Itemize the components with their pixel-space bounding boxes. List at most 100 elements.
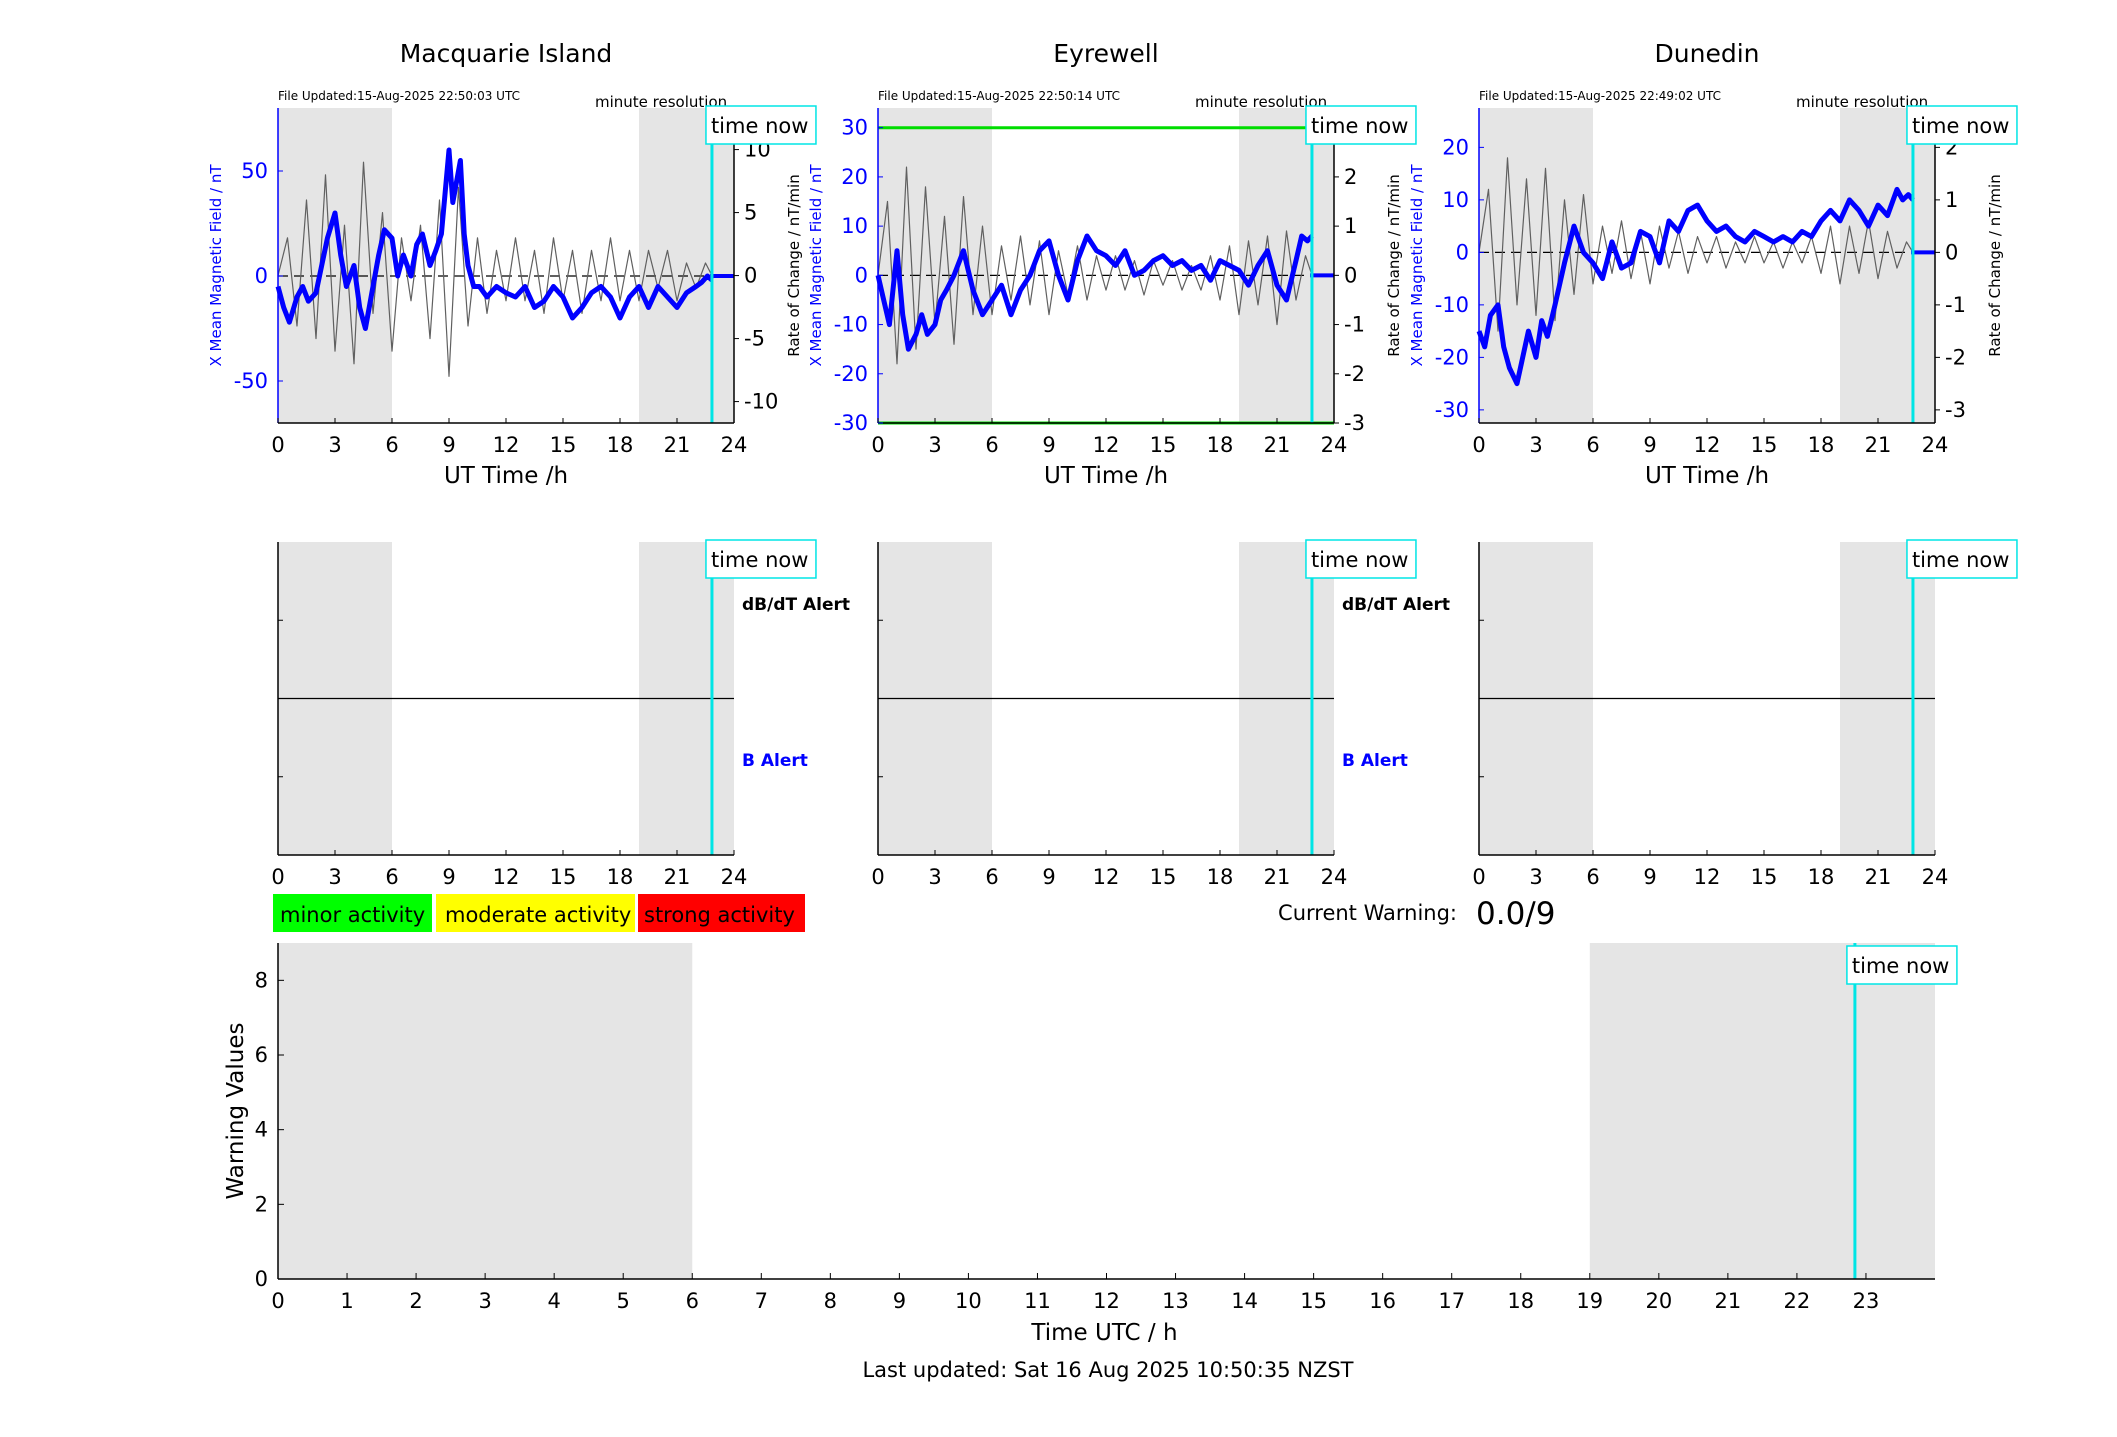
x-tick-label: 21 — [1865, 865, 1892, 889]
x-mean-field-series — [1476, 186, 1915, 387]
y-left-tick-label: -10 — [1435, 293, 1469, 317]
x-mean-field-series-point — [346, 286, 348, 288]
x-mean-field-series-point — [452, 202, 454, 204]
x-mean-field-series-point — [1191, 270, 1193, 272]
panel-dunedin: 0 3 6 9 12 15 18 21 24-30-20-1001020-3-2-1012Dun… — [1408, 39, 2018, 489]
y-right-tick-label: -3 — [1945, 398, 1966, 422]
x-tick-label: 21 — [1264, 865, 1291, 889]
x-mean-field-series-point — [391, 237, 393, 239]
x-mean-field-series-point — [416, 244, 418, 246]
shaded-night — [1840, 108, 1935, 423]
rate-of-change-series-point — [1592, 283, 1594, 285]
rate-of-change-series-point — [410, 300, 412, 302]
rate-of-change-series-point — [1058, 250, 1060, 252]
rate-of-change-series-point — [1877, 278, 1879, 280]
rate-of-change-series-point — [1849, 225, 1851, 227]
rate-of-change-series-point — [1020, 235, 1022, 237]
rate-of-change-series-point — [1305, 255, 1307, 257]
rate-of-change-series-point — [372, 313, 374, 315]
rate-of-change-series-point — [686, 262, 688, 264]
rate-of-change-series-point — [1516, 304, 1518, 306]
x-mean-field-series-point — [1048, 240, 1050, 242]
y-left-tick-label: -50 — [234, 369, 268, 393]
x-mean-field-series — [875, 233, 1314, 352]
rate-of-change-series-point — [1162, 284, 1164, 286]
x-mean-field-series-point — [686, 292, 688, 294]
x-tick-label: 18 — [607, 433, 634, 457]
x-tick-label: 21 — [1865, 433, 1892, 457]
x-tick-label: 6 — [1586, 865, 1599, 889]
x-mean-field-series-point — [444, 191, 446, 193]
x-mean-field-series-point — [972, 289, 974, 291]
x-tick-label: 12 — [1093, 433, 1120, 457]
x-tick-label: 16 — [1369, 1289, 1396, 1313]
rate-of-change-series-point — [363, 161, 365, 163]
x-tick-label: 12 — [1694, 433, 1721, 457]
x-tick-label: 3 — [928, 865, 941, 889]
x-tick-label: 18 — [1207, 865, 1234, 889]
x-mean-field-series-point — [441, 233, 443, 235]
x-tick-label: 21 — [1264, 433, 1291, 457]
x-mean-field-series-point — [448, 149, 450, 151]
rate-of-change-series-point — [887, 201, 889, 203]
rate-of-change-series-point — [1554, 320, 1556, 322]
x-mean-field-series-point — [302, 286, 304, 288]
x-tick-label: 12 — [1093, 1289, 1120, 1313]
rate-of-change-series-point — [543, 313, 545, 315]
x-mean-field-series-point — [1153, 260, 1155, 262]
y-axis-label: Warning Values — [223, 1022, 249, 1199]
rate-of-change-series-point — [496, 250, 498, 252]
x-mean-field-series-point — [915, 334, 917, 336]
y-left-tick-label: 10 — [841, 214, 868, 238]
rate-of-change-series-point — [505, 300, 507, 302]
y-right-tick-label: -2 — [1344, 362, 1365, 386]
x-mean-field-series-point — [308, 300, 310, 302]
x-mean-field-series-point — [1286, 299, 1288, 301]
x-mean-field-series-point — [629, 296, 631, 298]
x-tick-label: 24 — [1321, 433, 1348, 457]
rate-of-change-series-point — [1668, 267, 1670, 269]
x-tick-label: 6 — [385, 865, 398, 889]
rate-of-change-series-point — [1611, 273, 1613, 275]
x-tick-label: 9 — [1042, 865, 1055, 889]
x-mean-field-series-point — [515, 296, 517, 298]
rate-of-change-series-point — [972, 314, 974, 316]
y-right-tick-label: -3 — [1344, 411, 1365, 435]
x-mean-field-series-point — [1801, 231, 1803, 233]
rate-of-change-series-point — [553, 237, 555, 239]
rate-of-change-series-point — [610, 237, 612, 239]
rate-of-change-series-point — [1497, 330, 1499, 332]
x-mean-field-series-point — [1267, 250, 1269, 252]
x-mean-field-series-point — [1697, 204, 1699, 206]
y-left-tick-label: -10 — [834, 313, 868, 337]
x-mean-field-series-point — [486, 296, 488, 298]
x-mean-field-series-point — [1115, 265, 1117, 267]
x-mean-field-series-point — [1868, 225, 1870, 227]
x-tick-label: 14 — [1231, 1289, 1258, 1313]
rate-of-change-series-point — [1295, 299, 1297, 301]
x-mean-field-series-point — [1248, 284, 1250, 286]
time-now-label: time now — [1852, 954, 1949, 978]
y-right-tick-label: 0 — [744, 264, 757, 288]
legend-label-moderate: moderate activity — [445, 903, 631, 927]
y-left-tick-label: -30 — [834, 411, 868, 435]
file-updated-label: File Updated:15-Aug-2025 22:50:03 UTC — [278, 89, 520, 103]
x-tick-label: 15 — [1150, 433, 1177, 457]
x-mean-field-series-point — [676, 307, 678, 309]
rate-of-change-series-point — [382, 212, 384, 214]
x-axis-label: UT Time /h — [444, 463, 568, 489]
x-tick-label: 21 — [664, 433, 691, 457]
x-mean-field-series-point — [591, 292, 593, 294]
x-mean-field-series-point — [991, 299, 993, 301]
rate-of-change-series-point — [906, 166, 908, 168]
y-left-tick-label: 50 — [241, 159, 268, 183]
x-tick-label: 24 — [1321, 865, 1348, 889]
y-left-tick-label: 10 — [1442, 188, 1469, 212]
rate-of-change-series-point — [1744, 262, 1746, 264]
x-mean-field-series-point — [1839, 220, 1841, 222]
rate-of-change-series-point — [982, 225, 984, 227]
x-mean-field-series-point — [1820, 220, 1822, 222]
x-mean-field-series-point — [1086, 235, 1088, 237]
x-mean-field-series-point — [372, 286, 374, 288]
